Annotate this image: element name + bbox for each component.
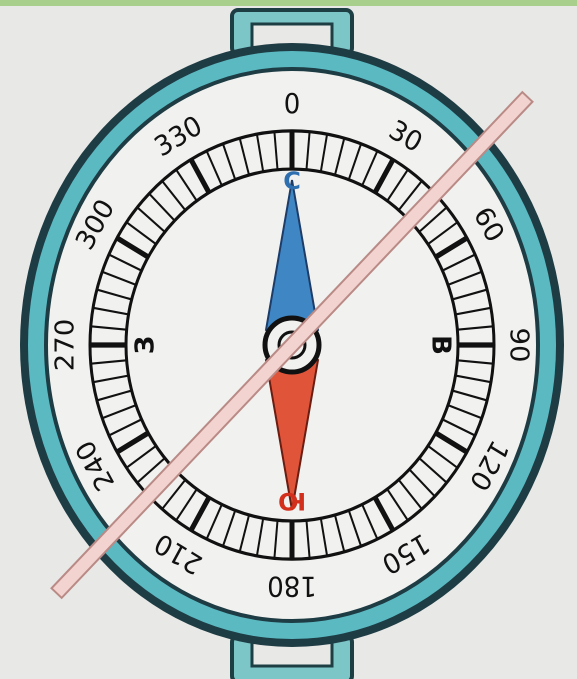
scale-tick bbox=[455, 306, 492, 316]
scale-tick bbox=[108, 418, 142, 437]
degree-label: 180 bbox=[267, 570, 317, 602]
degree-label: 270 bbox=[50, 319, 80, 372]
scale-tick bbox=[457, 359, 494, 365]
scale-tick bbox=[188, 158, 212, 194]
scale-tick bbox=[90, 325, 127, 331]
scale-tick bbox=[347, 509, 363, 547]
scale-tick bbox=[92, 374, 129, 384]
scale-tick bbox=[372, 496, 396, 532]
scale-tick bbox=[305, 520, 311, 559]
scale-tick bbox=[452, 389, 488, 402]
scale-tick bbox=[238, 514, 251, 553]
scale-tick bbox=[418, 206, 448, 233]
scale-tick bbox=[115, 235, 150, 260]
scale-tick bbox=[273, 520, 279, 559]
scale-tick bbox=[347, 143, 363, 181]
scale-tick bbox=[457, 325, 494, 331]
scale-tick bbox=[408, 468, 436, 498]
scale-tick bbox=[96, 389, 132, 402]
scale-tick bbox=[205, 504, 223, 540]
scale-tick bbox=[447, 404, 483, 420]
scale-tick bbox=[161, 180, 187, 211]
scale-tick bbox=[372, 158, 396, 194]
scale-tick bbox=[136, 457, 166, 484]
scale-tick bbox=[397, 479, 423, 510]
scale-tick bbox=[255, 133, 265, 172]
scale-tick bbox=[175, 168, 198, 202]
scale-tick bbox=[333, 514, 346, 553]
degree-label: 90 bbox=[504, 327, 534, 362]
top-strip bbox=[0, 0, 577, 6]
scale-tick bbox=[273, 131, 279, 170]
scale-tick bbox=[418, 457, 448, 484]
scale-tick bbox=[175, 488, 198, 522]
north-letter: С bbox=[283, 167, 301, 195]
scale-tick bbox=[447, 270, 483, 286]
scale-tick bbox=[427, 445, 459, 469]
east-letter: В bbox=[426, 335, 456, 355]
scale-tick bbox=[125, 445, 157, 469]
scale-tick bbox=[386, 168, 409, 202]
scale-tick bbox=[136, 206, 166, 233]
scale-tick bbox=[442, 253, 476, 272]
scale-tick bbox=[255, 518, 265, 557]
degree-label: 0 bbox=[284, 88, 301, 120]
scale-ticks bbox=[90, 130, 494, 560]
scale-tick bbox=[455, 374, 492, 384]
scale-tick bbox=[361, 504, 379, 540]
scale-tick bbox=[397, 180, 423, 211]
scale-tick bbox=[238, 137, 251, 176]
scale-tick bbox=[101, 404, 137, 420]
scale-tick bbox=[148, 192, 176, 222]
scale-tick bbox=[305, 131, 311, 170]
scale-tick bbox=[101, 270, 137, 286]
scale-tick bbox=[221, 143, 237, 181]
scale-tick bbox=[205, 150, 223, 186]
west-letter: З bbox=[131, 336, 161, 354]
scale-tick bbox=[108, 253, 142, 272]
bar-body bbox=[50, 90, 534, 600]
scale-tick bbox=[115, 430, 150, 455]
scale-tick bbox=[427, 221, 459, 245]
scale-tick bbox=[125, 221, 157, 245]
scale-tick bbox=[361, 150, 379, 186]
scale-tick bbox=[92, 306, 129, 316]
scale-tick bbox=[434, 235, 469, 260]
scale-tick bbox=[188, 496, 212, 532]
south-letter: Ю bbox=[278, 487, 306, 515]
sighting-bar bbox=[50, 90, 534, 600]
scale-tick bbox=[319, 518, 329, 557]
scale-tick bbox=[452, 288, 488, 301]
scale-tick bbox=[319, 133, 329, 172]
scale-tick bbox=[161, 479, 187, 510]
scale-tick bbox=[333, 137, 346, 176]
scale-tick bbox=[90, 359, 127, 365]
scale-tick bbox=[386, 488, 409, 522]
scale-tick bbox=[434, 430, 469, 455]
scale-tick bbox=[442, 418, 476, 437]
scale-tick bbox=[96, 288, 132, 301]
scale-tick bbox=[221, 509, 237, 547]
